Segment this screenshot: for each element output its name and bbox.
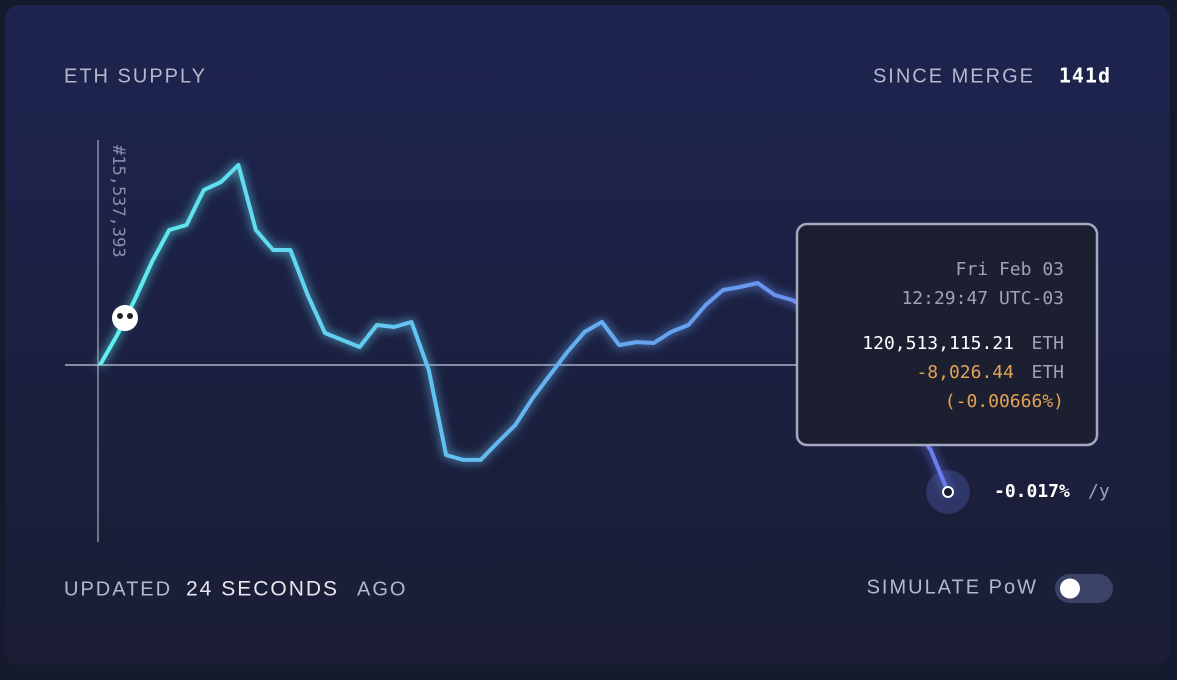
panda-icon [112,305,138,331]
since-label: SINCE MERGE [873,65,1035,87]
tooltip-unit: ETH [1031,333,1064,354]
panda-eye [127,313,133,319]
tooltip-supply: 120,513,115.21 [862,333,1014,354]
toggle-label: SIMULATE PoW [867,576,1038,598]
tooltip [795,222,1099,447]
toggle-knob[interactable] [1060,578,1080,599]
updated-prefix: UPDATED [64,578,172,600]
tooltip-time: 12:29:47 UTC-03 [901,288,1064,309]
tooltip-date: Fri Feb 03 [956,259,1064,280]
panda-eye [117,313,123,319]
rate-unit: /y [1088,481,1110,502]
since-value: 141d [1059,64,1111,88]
block-label: #15,537,393 [108,145,128,258]
updated-value: 24 SECONDS [186,578,339,601]
tooltip-change: -8,026.44 [916,362,1014,383]
tooltip-unit: ETH [1031,362,1064,383]
updated-suffix: AGO [357,578,407,600]
title: ETH SUPPLY [64,65,207,87]
card [5,5,1170,665]
rate: -0.017% [994,481,1070,502]
end-point [942,486,954,499]
tooltip-pct: (-0.00666%) [945,391,1064,412]
